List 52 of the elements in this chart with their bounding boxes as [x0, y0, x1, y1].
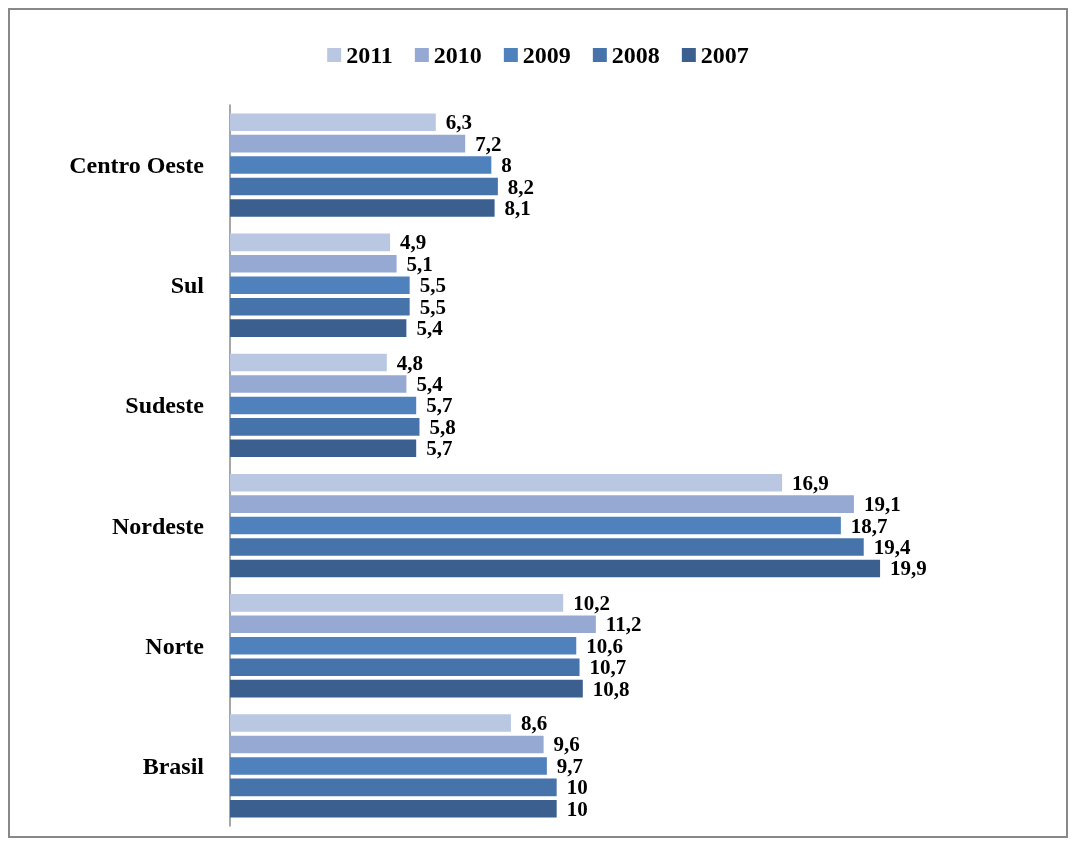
y-tick-label: Centro Oeste: [69, 152, 205, 179]
bar: [230, 495, 854, 513]
bar: [230, 473, 783, 492]
bar: [230, 319, 407, 337]
bar: [230, 255, 397, 273]
y-tick-label: Norte: [145, 632, 205, 659]
y-tick-label: Sudeste: [125, 392, 205, 419]
legend-label: 2008: [611, 42, 660, 68]
data-label: 9,6: [553, 732, 580, 757]
bar: [230, 735, 544, 754]
bar: [230, 636, 577, 655]
legend-label: 2009: [522, 42, 571, 68]
data-label: 5,5: [419, 273, 446, 298]
bar: [230, 714, 511, 732]
bar: [230, 800, 557, 818]
bar: [230, 353, 387, 372]
bar: [230, 559, 881, 578]
bar: [230, 516, 841, 535]
bar: [230, 538, 864, 556]
bar: [230, 113, 436, 131]
y-tick-label: Brasil: [142, 752, 205, 779]
bar: [230, 177, 498, 196]
bar: [230, 757, 547, 775]
bar: [230, 156, 492, 174]
bar: [230, 679, 583, 698]
bar: [230, 396, 417, 415]
bar: [230, 418, 420, 436]
bar: [230, 658, 580, 676]
legend-label: 2007: [700, 42, 749, 68]
bar: [230, 615, 596, 634]
data-label: 10,2: [573, 590, 610, 615]
bar: [230, 594, 564, 612]
data-label: 19,4: [873, 535, 911, 560]
bar: [230, 233, 391, 252]
legend-label: 2010: [433, 42, 482, 68]
data-label: 16,9: [792, 470, 829, 495]
bar: [230, 276, 410, 295]
bar: [230, 439, 417, 458]
data-label: 7,2: [475, 131, 502, 156]
bar: [230, 375, 407, 393]
bar: [230, 134, 466, 153]
legend-label: 2011: [346, 42, 393, 68]
data-label: 10: [566, 796, 588, 821]
data-label: 19,1: [863, 492, 901, 517]
data-label: 10,8: [592, 676, 630, 701]
bar: [230, 297, 410, 316]
bar: [230, 199, 495, 217]
data-label: 6,3: [445, 110, 473, 135]
y-tick-label: Sul: [170, 272, 205, 299]
bar: [230, 778, 557, 797]
data-label: 8,6: [520, 711, 548, 736]
y-tick-label: Nordeste: [112, 512, 205, 539]
